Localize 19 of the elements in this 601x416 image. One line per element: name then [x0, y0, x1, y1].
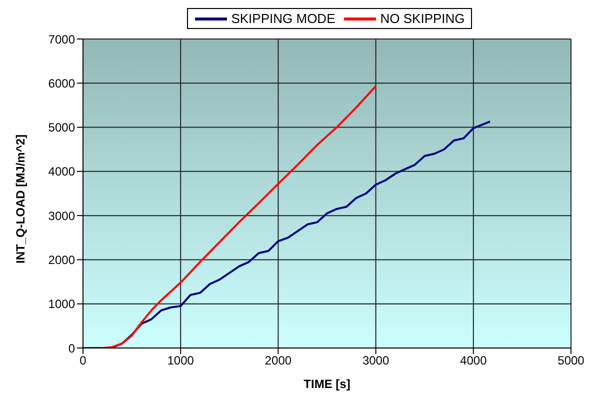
y-tick-label: 0: [68, 341, 76, 356]
legend-label: NO SKIPPING: [379, 11, 465, 26]
x-tick-label: 3000: [362, 354, 390, 368]
x-tick-label: 2000: [264, 354, 292, 368]
x-tick-label: 5000: [558, 354, 585, 368]
line-series: [83, 85, 377, 348]
y-tick-label: 1000: [48, 297, 76, 312]
y-tick-label: 2000: [48, 252, 76, 267]
x-tick-label: 4000: [460, 354, 488, 368]
legend-label: SKIPPING MODE: [230, 11, 336, 26]
y-tick-label: 6000: [48, 76, 76, 90]
y-tick-label: 5000: [48, 120, 76, 135]
x-axis-title: TIME [s]: [304, 377, 350, 391]
x-tick-label: 1000: [167, 354, 194, 368]
x-tick-label: 0: [80, 354, 87, 368]
y-tick-label: 7000: [48, 32, 76, 46]
y-tick-label: 4000: [48, 164, 76, 179]
y-tick-label: 3000: [48, 208, 76, 223]
y-axis-title: INT_Q-LOAD [MJ/m^2]: [13, 134, 28, 264]
